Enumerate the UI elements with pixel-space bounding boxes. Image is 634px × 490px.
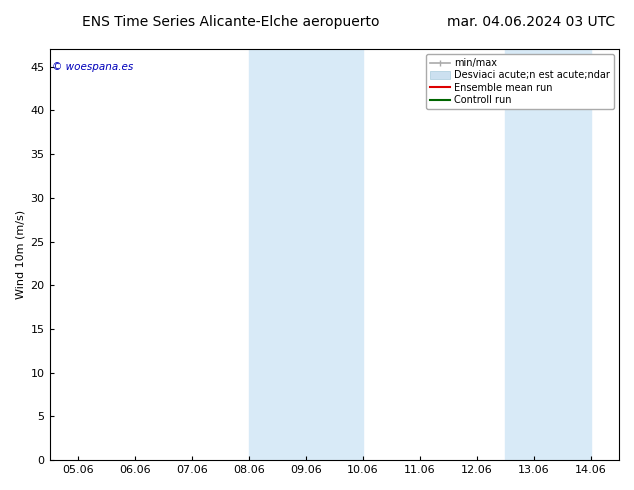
Text: mar. 04.06.2024 03 UTC: mar. 04.06.2024 03 UTC [447,15,615,29]
Text: © woespana.es: © woespana.es [53,62,134,72]
Text: ENS Time Series Alicante-Elche aeropuerto: ENS Time Series Alicante-Elche aeropuert… [82,15,380,29]
Y-axis label: Wind 10m (m/s): Wind 10m (m/s) [15,210,25,299]
Bar [249,49,363,460]
Bar [505,49,590,460]
Legend: min/max, Desviaci acute;n est acute;ndar, Ensemble mean run, Controll run: min/max, Desviaci acute;n est acute;ndar… [426,54,614,109]
